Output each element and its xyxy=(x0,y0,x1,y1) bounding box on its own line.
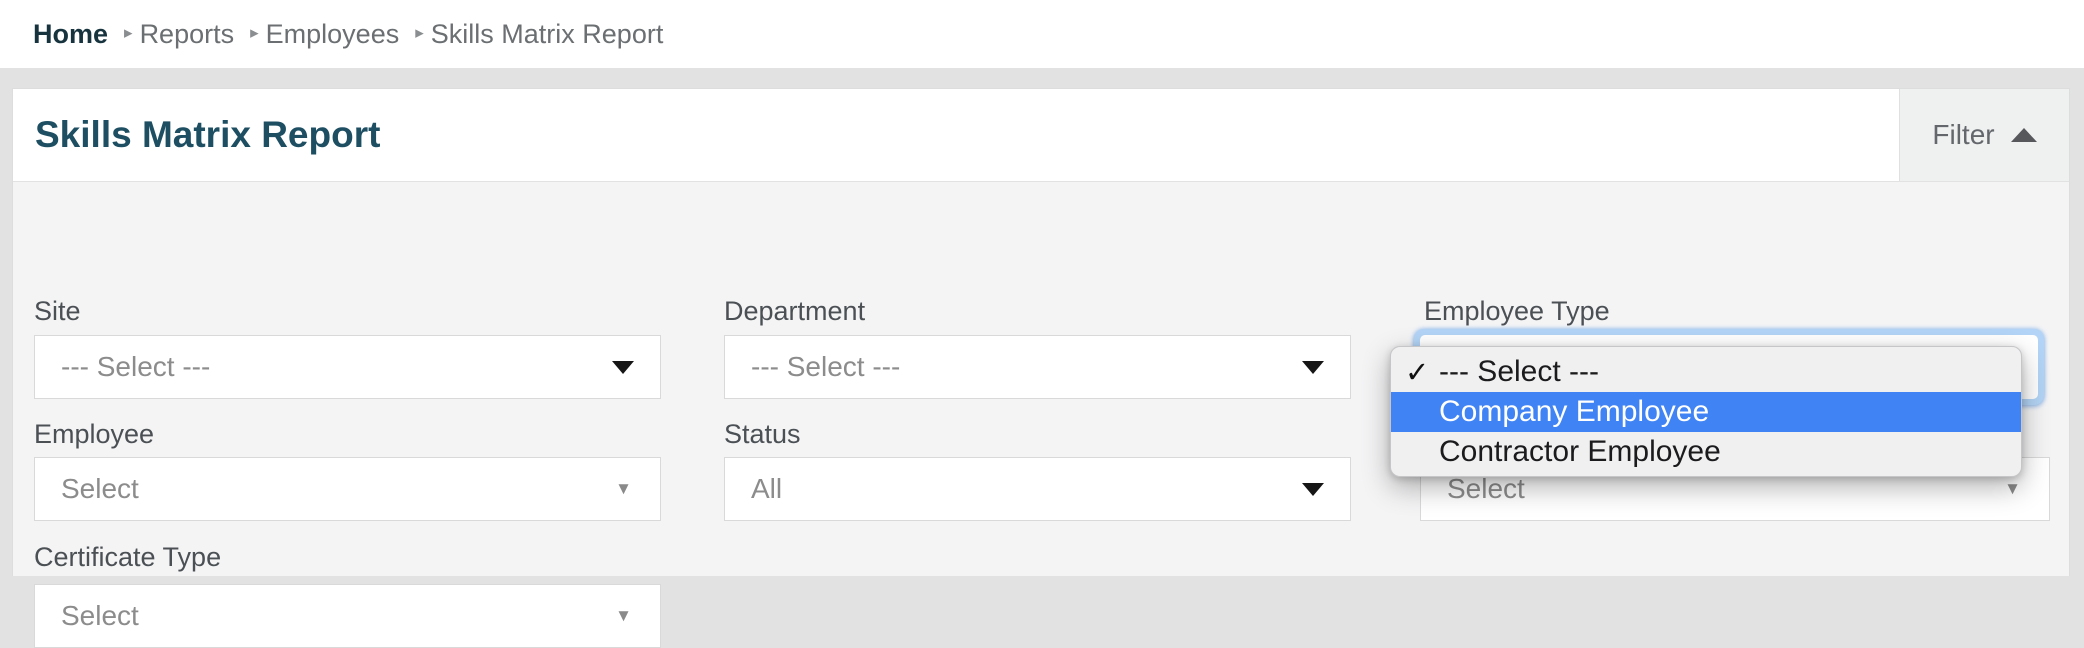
page-title: Skills Matrix Report xyxy=(35,114,381,155)
dropdown-option-label: --- Select --- xyxy=(1439,355,1599,388)
dropdown-option-contractor-employee[interactable]: Contractor Employee xyxy=(1391,432,2021,472)
dropdown-option-select[interactable]: ✓ --- Select --- xyxy=(1391,352,2021,392)
check-icon: ✓ xyxy=(1405,356,1430,389)
dropdown-option-label: Company Employee xyxy=(1439,395,1710,428)
chevron-down-icon xyxy=(1302,361,1324,374)
breadcrumb-employees[interactable]: Employees xyxy=(265,18,400,49)
chevron-down-icon xyxy=(612,361,634,374)
breadcrumb-current-page: Skills Matrix Report xyxy=(430,18,664,49)
certificate-type-label: Certificate Type xyxy=(34,542,222,572)
filter-toggle-button[interactable]: Filter xyxy=(1899,89,2069,181)
dropdown-option-company-employee[interactable]: Company Employee xyxy=(1391,392,2021,432)
status-select-value: All xyxy=(751,473,783,504)
employee-type-label: Employee Type xyxy=(1424,296,1610,326)
employee-select[interactable]: Select ▼ xyxy=(34,457,661,521)
employee-type-dropdown-menu: ✓ --- Select --- Company Employee Contra… xyxy=(1390,346,2022,477)
chevron-down-icon: ▼ xyxy=(615,606,632,625)
department-select[interactable]: --- Select --- xyxy=(724,335,1351,399)
skills-matrix-report-panel: Skills Matrix Report Filter Site --- Sel… xyxy=(12,88,2070,648)
dropdown-option-label: Contractor Employee xyxy=(1439,435,1721,468)
chevron-down-icon: ▼ xyxy=(615,479,632,498)
breadcrumb-reports[interactable]: Reports xyxy=(139,18,235,49)
site-select[interactable]: --- Select --- xyxy=(34,335,661,399)
employee-select-value: Select xyxy=(61,473,139,504)
chevron-down-icon xyxy=(1302,483,1324,496)
chevron-down-icon: ▼ xyxy=(2004,479,2021,498)
filter-toggle-label: Filter xyxy=(1932,119,1995,150)
status-select[interactable]: All xyxy=(724,457,1351,521)
employee-label: Employee xyxy=(34,419,155,449)
breadcrumb-separator-icon: ▸ xyxy=(124,23,133,42)
site-label: Site xyxy=(34,296,81,326)
certificate-type-select-value: Select xyxy=(61,600,139,631)
site-select-value: --- Select --- xyxy=(61,351,211,382)
department-label: Department xyxy=(724,296,866,326)
breadcrumb: Home ▸ Reports ▸ Employees ▸ Skills Matr… xyxy=(0,0,2084,68)
chevron-up-icon xyxy=(2010,128,2037,142)
employee-type-secondary-select-value: Select xyxy=(1447,473,1525,504)
filter-form: Site --- Select --- Department --- Selec… xyxy=(13,182,2069,648)
certificate-type-select[interactable]: Select ▼ xyxy=(34,584,661,648)
department-select-value: --- Select --- xyxy=(751,351,901,382)
panel-header: Skills Matrix Report Filter xyxy=(13,89,2069,182)
breadcrumb-separator-icon: ▸ xyxy=(250,23,259,42)
breadcrumb-separator-icon: ▸ xyxy=(415,23,424,42)
breadcrumb-home[interactable]: Home xyxy=(33,18,109,49)
status-label: Status xyxy=(724,419,801,449)
